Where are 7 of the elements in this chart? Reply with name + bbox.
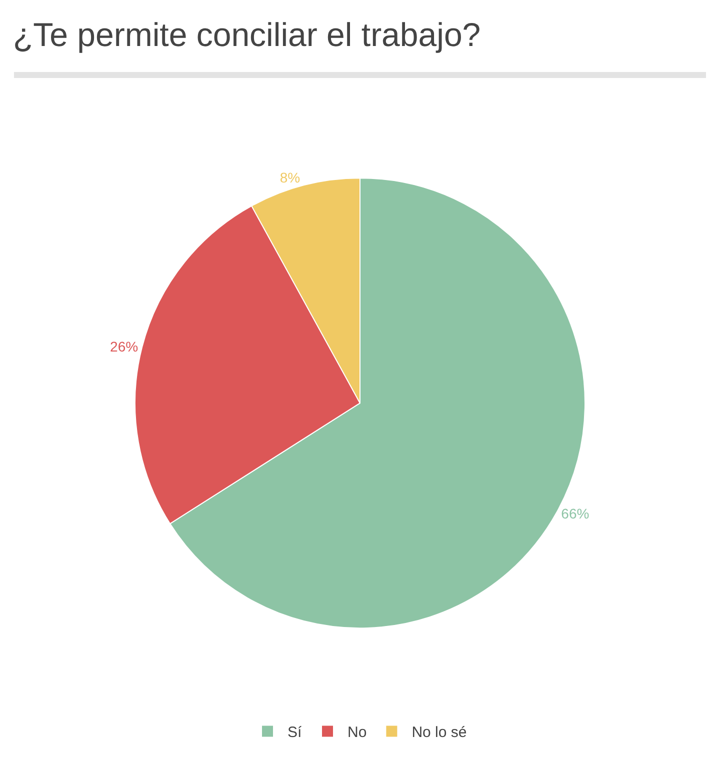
- data-label: 66%: [561, 505, 590, 522]
- data-label: 26%: [110, 338, 138, 355]
- chart-title: ¿Te permite conciliar el trabajo?: [12, 16, 481, 54]
- legend-label: No lo sé: [412, 724, 467, 742]
- legend-label: No: [348, 724, 367, 742]
- legend-label: Sí: [288, 724, 303, 742]
- data-label: 8%: [280, 170, 300, 186]
